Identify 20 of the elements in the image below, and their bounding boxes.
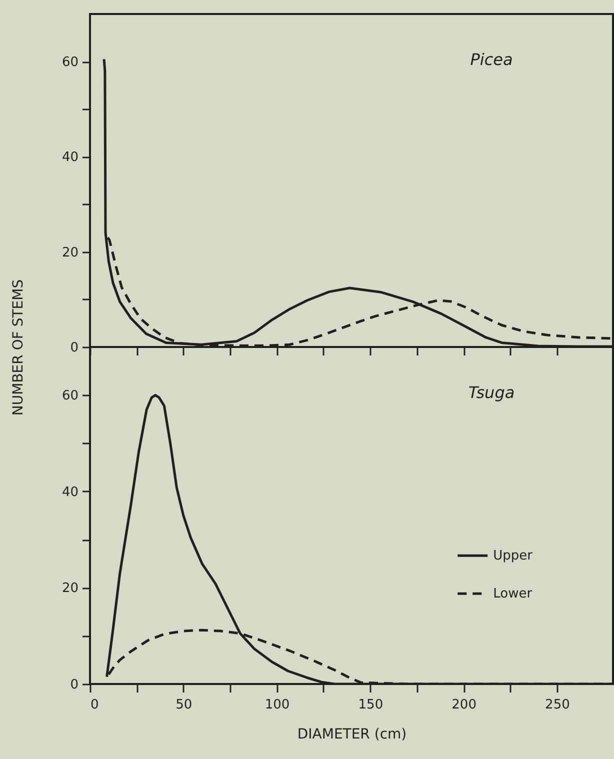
y-tick-label: 40 [62,150,78,166]
y-tick-label: 0 [70,678,78,692]
y-axis-title: NUMBER OF STEMS [10,279,26,416]
y-tick-label: 20 [62,245,78,260]
y-tick-label: 20 [62,581,78,596]
y-tick-label: 40 [62,484,78,500]
x-axis-title: DIAMETER (cm) [297,726,407,742]
x-tick-label: 200 [452,698,476,712]
legend-label: Lower [493,586,533,602]
y-tick-label: 0 [70,340,78,356]
x-tick-label: 50 [176,698,192,712]
y-tick-label: 60 [62,55,78,70]
text: Tsuga [468,383,515,402]
x-tick-label: 250 [545,698,570,712]
x-tick-label: 100 [264,698,290,712]
legend-label: Upper [493,548,534,564]
y-tick-label: 60 [62,388,78,404]
text: Picea [470,50,513,69]
x-tick-label: 150 [358,698,384,712]
x-tick-label: 0 [90,698,99,712]
